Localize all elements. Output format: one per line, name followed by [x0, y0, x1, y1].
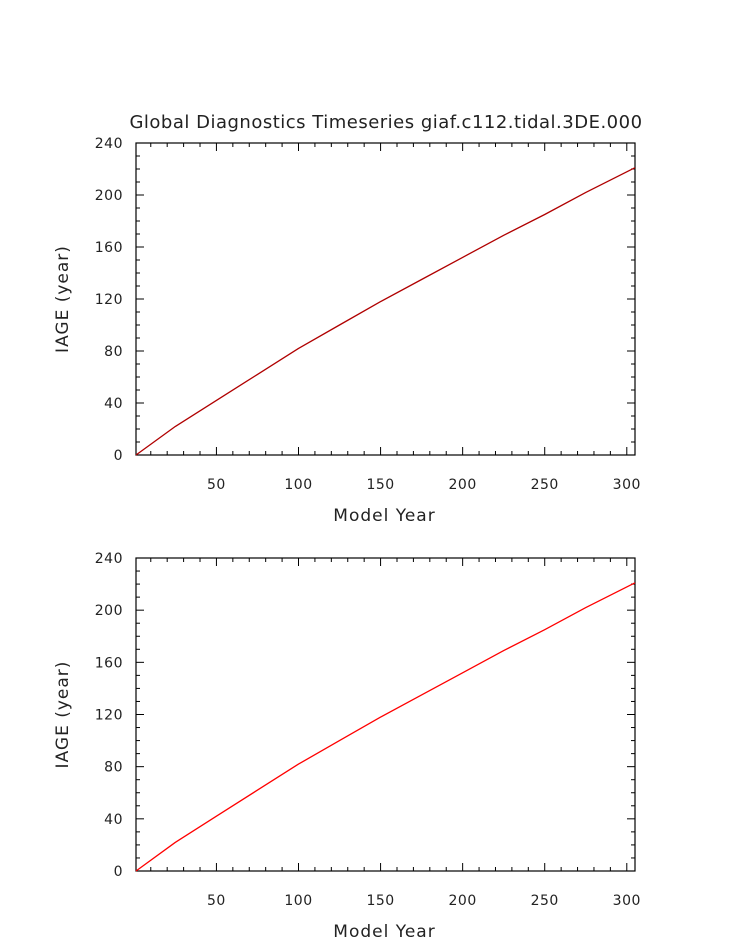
x-tick-label: 200 — [449, 477, 477, 493]
y-tick-label: 120 — [95, 292, 123, 308]
x-tick-label: 50 — [207, 477, 226, 493]
y-tick-label: 40 — [104, 812, 123, 828]
y-tick-label: 240 — [95, 136, 123, 152]
x-tick-label: 200 — [449, 893, 477, 909]
y-tick-label: 0 — [114, 864, 123, 880]
chart-title: Global Diagnostics Timeseries giaf.c112.… — [129, 112, 642, 133]
y-axis-label: IAGE (year) — [53, 245, 73, 353]
x-tick-label: 250 — [531, 893, 559, 909]
x-tick-label: 100 — [284, 893, 312, 909]
series-line — [135, 582, 636, 872]
x-axis-label: Model Year — [333, 506, 435, 526]
y-tick-label: 160 — [95, 240, 123, 256]
y-tick-label: 40 — [104, 396, 123, 412]
y-tick-label: 0 — [114, 448, 123, 464]
y-tick-label: 120 — [95, 708, 123, 724]
bottom-panel: 50 100 150 200 250 300 0 40 80 120 160 200 240 Model … — [53, 551, 641, 942]
y-axis-label: IAGE (year) — [53, 661, 73, 769]
series-line — [135, 167, 636, 456]
y-tick-label: 240 — [95, 551, 123, 567]
y-tick-label: 200 — [95, 603, 123, 619]
y-tick-label: 200 — [95, 188, 123, 204]
x-tick-label: 50 — [207, 893, 226, 909]
x-tick-label: 300 — [613, 477, 641, 493]
x-tick-label: 150 — [366, 893, 394, 909]
x-tick-label: 100 — [284, 477, 312, 493]
x-tick-label: 300 — [613, 893, 641, 909]
y-tick-label: 80 — [104, 760, 123, 776]
y-tick-label: 80 — [104, 344, 123, 360]
x-axis-label: Model Year — [333, 922, 435, 942]
y-tick-label: 160 — [95, 655, 123, 671]
x-tick-label: 250 — [531, 477, 559, 493]
top-panel: 50 100 150 200 250 300 0 40 80 120 160 200 240 Model … — [53, 136, 641, 526]
x-tick-label: 150 — [366, 477, 394, 493]
